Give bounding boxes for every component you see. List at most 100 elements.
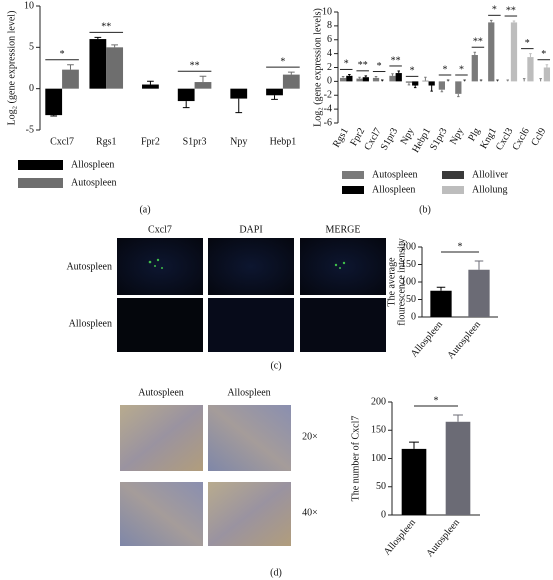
bar bbox=[543, 67, 551, 82]
significance-label: * bbox=[492, 5, 497, 16]
bar bbox=[527, 57, 534, 82]
legend-label: Allolung bbox=[472, 184, 508, 195]
error-bar bbox=[397, 70, 400, 74]
legend-swatch bbox=[18, 178, 63, 188]
image bbox=[117, 298, 203, 352]
bar bbox=[356, 78, 363, 82]
error-bar bbox=[271, 95, 278, 100]
legend-swatch bbox=[442, 186, 464, 194]
error-bar bbox=[529, 53, 532, 58]
bar bbox=[445, 421, 471, 515]
error-bar bbox=[436, 286, 446, 291]
y-tick-label: 100 bbox=[401, 276, 416, 287]
bar bbox=[468, 269, 490, 317]
row-title: 20× bbox=[302, 431, 318, 442]
y-tick-label: 0 bbox=[381, 509, 386, 520]
y-tick-label: 8 bbox=[327, 20, 332, 31]
y-tick-label: 200 bbox=[401, 241, 416, 252]
significance-label: ** bbox=[358, 60, 368, 71]
bar bbox=[422, 80, 429, 82]
bar bbox=[389, 75, 396, 82]
bar bbox=[142, 84, 159, 89]
x-tick-label: S1pr3 bbox=[379, 126, 400, 152]
y-tick-label: 6 bbox=[327, 34, 332, 45]
error-bar bbox=[522, 78, 526, 82]
image bbox=[300, 238, 386, 295]
signal bbox=[148, 258, 346, 269]
bar bbox=[395, 73, 402, 82]
column-title: Allospleen bbox=[227, 387, 270, 398]
bar bbox=[430, 290, 452, 317]
x-tick-label: Hebp1 bbox=[270, 136, 297, 147]
bar bbox=[362, 77, 369, 82]
y-tick-label: 4 bbox=[327, 48, 332, 59]
bar bbox=[339, 77, 347, 82]
bar bbox=[471, 55, 478, 82]
x-tick-label: Autospleen bbox=[424, 517, 462, 559]
error-bar bbox=[287, 71, 295, 75]
y-tick-label: -4 bbox=[324, 103, 332, 114]
histology-images bbox=[120, 405, 291, 546]
error-bar bbox=[490, 19, 493, 23]
row-title: Autospleen bbox=[66, 261, 112, 272]
image bbox=[208, 238, 294, 295]
bar bbox=[62, 69, 79, 89]
panel-label: (d) bbox=[270, 567, 282, 578]
significance-label: * bbox=[458, 241, 463, 252]
legend-label: Alloliver bbox=[472, 169, 509, 180]
error-bar bbox=[67, 64, 74, 70]
bar bbox=[177, 88, 195, 102]
significance-label: * bbox=[280, 56, 285, 67]
significance-label: ** bbox=[190, 61, 200, 72]
error-bar bbox=[496, 79, 499, 82]
error-bar bbox=[457, 93, 460, 98]
y-axis-label: The number of Cxcl7 bbox=[350, 416, 361, 502]
error-bar bbox=[94, 36, 102, 40]
x-tick-label: Rgs1 bbox=[96, 136, 117, 147]
significance-label: ** bbox=[391, 55, 401, 66]
error-bar bbox=[50, 115, 58, 117]
bar bbox=[194, 82, 212, 89]
x-tick-label: Allospleen bbox=[382, 517, 418, 557]
significance-label: ** bbox=[473, 37, 483, 48]
row-title: Allospleen bbox=[69, 318, 112, 329]
error-bar bbox=[512, 20, 516, 23]
y-tick-label: 2 bbox=[327, 62, 332, 73]
y-tick-label: 50 bbox=[376, 481, 386, 492]
x-tick-label: Allospleen bbox=[409, 319, 445, 359]
error-bar bbox=[430, 85, 433, 92]
error-bar bbox=[358, 76, 361, 79]
legend-swatch bbox=[342, 171, 364, 179]
column-title: MERGE bbox=[326, 224, 361, 235]
x-tick-label: Autospleen bbox=[445, 319, 483, 361]
x-tick-label: S1pr3 bbox=[183, 136, 207, 147]
error-bar bbox=[479, 79, 483, 82]
bar bbox=[405, 81, 413, 83]
bar bbox=[106, 47, 124, 89]
error-bar bbox=[506, 79, 509, 82]
error-bar bbox=[463, 79, 466, 82]
error-bar bbox=[341, 76, 345, 78]
x-tick-label: Npy bbox=[230, 136, 247, 147]
legend-label: Allospleen bbox=[372, 184, 415, 195]
y-tick-label: 0 bbox=[327, 76, 332, 87]
panel-label: (b) bbox=[419, 204, 431, 215]
bar bbox=[488, 22, 495, 82]
bar bbox=[230, 88, 248, 99]
image bbox=[208, 482, 291, 546]
error-bar bbox=[424, 76, 427, 81]
error-bar bbox=[539, 78, 542, 82]
error-bar bbox=[374, 76, 378, 78]
significance-label: ** bbox=[101, 22, 111, 33]
legend-label: Allospleen bbox=[71, 159, 114, 170]
fluorescence-images bbox=[117, 238, 386, 352]
panel-label: (a) bbox=[139, 204, 150, 215]
y-axis-label: flourescence intensity bbox=[396, 238, 407, 325]
x-tick-label: Rgs1 bbox=[331, 126, 351, 149]
y-tick-label: 200 bbox=[371, 396, 386, 407]
error-bar bbox=[409, 441, 419, 449]
error-bar bbox=[473, 51, 477, 56]
bar bbox=[455, 81, 462, 94]
x-tick-label: Ccl9 bbox=[529, 126, 548, 148]
legend-label: Autospleen bbox=[372, 169, 418, 180]
